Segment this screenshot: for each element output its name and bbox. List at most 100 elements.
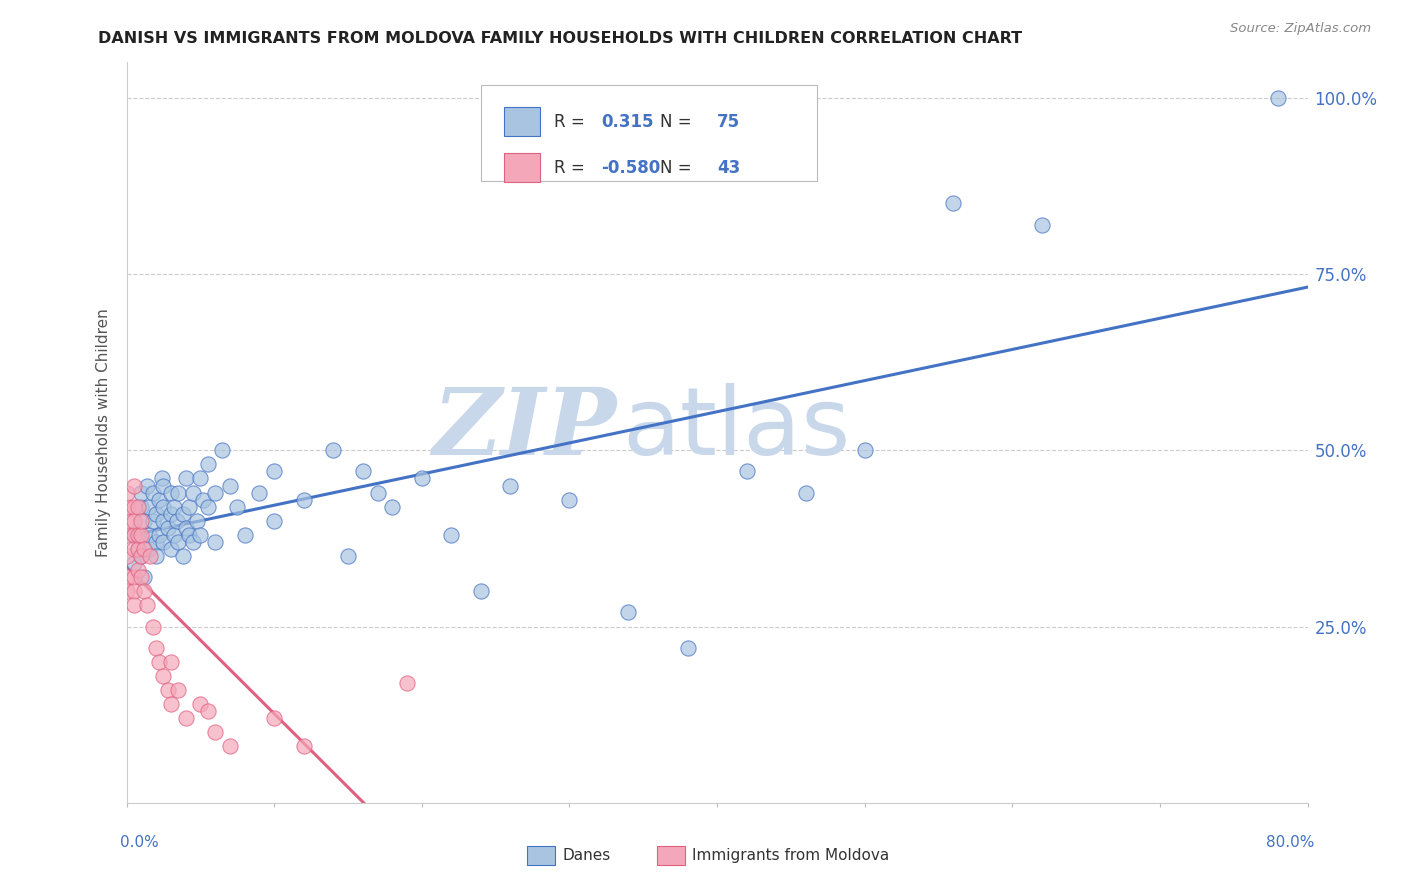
Point xyxy=(226,500,249,514)
Point xyxy=(167,535,190,549)
Point xyxy=(134,584,156,599)
Point xyxy=(122,570,145,584)
Point xyxy=(853,443,876,458)
Point xyxy=(322,443,344,458)
Point xyxy=(617,606,640,620)
Text: 43: 43 xyxy=(717,159,741,177)
Point xyxy=(166,514,188,528)
Point xyxy=(163,500,186,514)
Point xyxy=(156,521,179,535)
Point xyxy=(188,471,212,485)
Text: atlas: atlas xyxy=(623,383,851,475)
Point xyxy=(160,507,183,521)
Point xyxy=(263,464,285,478)
Text: R =: R = xyxy=(554,159,591,177)
Point xyxy=(129,500,153,514)
Point xyxy=(1267,91,1289,105)
Point xyxy=(127,541,149,556)
Point xyxy=(177,528,200,542)
Point xyxy=(145,640,167,655)
Point xyxy=(337,549,360,563)
Text: Danes: Danes xyxy=(562,848,610,863)
Text: DANISH VS IMMIGRANTS FROM MOLDOVA FAMILY HOUSEHOLDS WITH CHILDREN CORRELATION CH: DANISH VS IMMIGRANTS FROM MOLDOVA FAMILY… xyxy=(98,31,1022,46)
Point xyxy=(129,528,153,542)
Text: ZIP: ZIP xyxy=(433,384,617,474)
Point xyxy=(138,541,160,556)
Point xyxy=(156,683,179,698)
Point xyxy=(138,500,160,514)
Point xyxy=(676,640,699,655)
Point xyxy=(115,570,138,584)
Point xyxy=(145,507,167,521)
Point xyxy=(396,676,419,690)
Point xyxy=(352,464,374,478)
Point xyxy=(942,196,965,211)
Point xyxy=(122,528,145,542)
Point xyxy=(142,485,165,500)
Point xyxy=(1031,218,1053,232)
Point xyxy=(150,471,173,485)
Point xyxy=(139,549,162,563)
Point xyxy=(794,485,817,500)
Text: -0.580: -0.580 xyxy=(602,159,661,177)
Point xyxy=(558,492,581,507)
Point xyxy=(470,584,492,599)
Point xyxy=(152,500,174,514)
Point xyxy=(177,500,200,514)
Point xyxy=(127,528,149,542)
Point xyxy=(167,485,190,500)
Text: N =: N = xyxy=(661,159,697,177)
Point xyxy=(115,549,138,563)
Point xyxy=(129,549,153,563)
Point xyxy=(122,541,145,556)
Point xyxy=(499,478,522,492)
Point xyxy=(136,599,159,613)
Point xyxy=(204,485,226,500)
FancyBboxPatch shape xyxy=(505,153,540,182)
Point xyxy=(188,528,212,542)
Point xyxy=(197,704,219,718)
Point xyxy=(160,697,183,711)
Point xyxy=(122,500,145,514)
Point xyxy=(152,514,174,528)
Point xyxy=(160,541,183,556)
Point xyxy=(174,521,197,535)
Point xyxy=(233,528,256,542)
Point xyxy=(148,492,170,507)
Point xyxy=(122,599,145,613)
Point xyxy=(160,655,183,669)
Point xyxy=(127,500,149,514)
Point xyxy=(129,549,153,563)
Text: 75: 75 xyxy=(717,112,740,130)
Point xyxy=(188,697,212,711)
Point xyxy=(127,541,149,556)
Point xyxy=(134,570,156,584)
Text: 0.315: 0.315 xyxy=(602,112,654,130)
Text: Immigrants from Moldova: Immigrants from Moldova xyxy=(692,848,889,863)
Point xyxy=(145,535,167,549)
Point xyxy=(115,485,138,500)
Point xyxy=(145,549,167,563)
Point xyxy=(122,556,145,570)
Point xyxy=(263,711,285,725)
Point xyxy=(186,514,208,528)
Point xyxy=(440,528,463,542)
Point xyxy=(152,535,174,549)
Point xyxy=(122,528,145,542)
Point xyxy=(181,535,204,549)
Text: N =: N = xyxy=(661,112,697,130)
Text: Source: ZipAtlas.com: Source: ZipAtlas.com xyxy=(1230,22,1371,36)
Y-axis label: Family Households with Children: Family Households with Children xyxy=(96,309,111,557)
Point xyxy=(292,739,315,754)
Point xyxy=(367,485,389,500)
Point xyxy=(142,619,165,633)
Point xyxy=(134,541,156,556)
Point xyxy=(115,584,138,599)
Point xyxy=(129,514,153,528)
Point xyxy=(219,478,242,492)
Point xyxy=(122,584,145,599)
Point xyxy=(204,535,226,549)
Point xyxy=(134,514,156,528)
Point xyxy=(129,570,153,584)
FancyBboxPatch shape xyxy=(481,85,817,181)
